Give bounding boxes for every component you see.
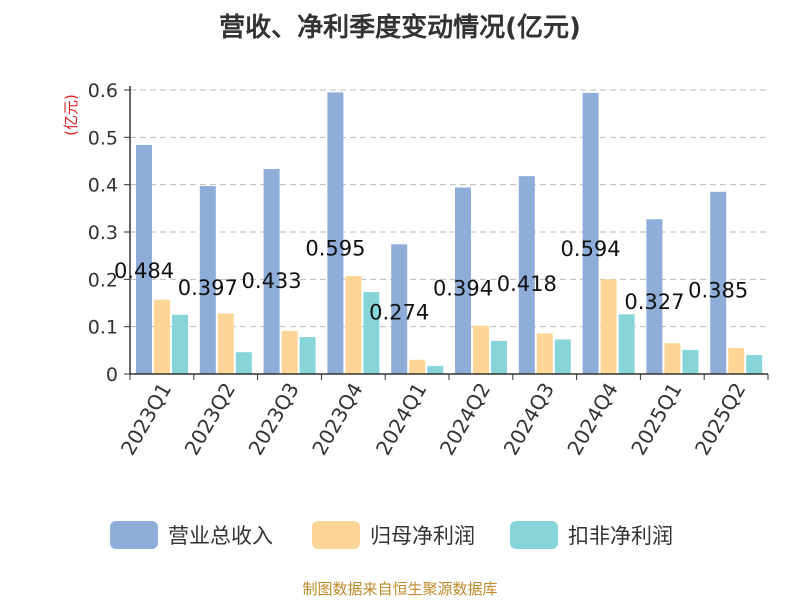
y-tick-label: 0.2 [88,269,118,291]
bar-2025Q1-s1 [664,343,681,374]
bar-2023Q2-s0 [199,186,216,374]
bar-2025Q1-s0 [646,219,663,374]
bar-2024Q4-s1 [600,279,617,374]
y-tick-label: 0.1 [88,317,118,339]
legend-label: 营业总收入 [168,524,273,548]
x-tick-label: 2024Q4 [562,379,622,460]
data-label-2023Q1: 0.484 [114,259,174,283]
x-tick-label: 2023Q1 [116,379,176,460]
x-tick-label: 2023Q2 [180,379,240,460]
data-label-2025Q1: 0.327 [624,290,684,314]
bar-2023Q3-s2 [299,337,316,374]
bar-2023Q1-s2 [172,314,188,374]
bar-2024Q2-s1 [473,325,489,374]
source-note: 制图数据来自恒生聚源数据库 [302,580,498,598]
x-tick-label: 2025Q2 [690,379,750,460]
y-tick-label: 0.5 [88,127,118,149]
data-label-2024Q4: 0.594 [561,237,621,261]
data-label-2023Q2: 0.397 [178,276,238,300]
bar-2024Q4-s2 [618,314,635,374]
bar-2025Q2-s0 [710,191,727,374]
y-axis: 0 0.1 0.2 0.3 0.4 0.5 0.6 [88,80,131,386]
bar-2023Q2-s1 [217,313,234,374]
bar-2024Q3-s0 [518,176,535,374]
bar-2024Q4-s0 [582,92,599,374]
bar-2023Q2-s2 [235,352,252,374]
bar-2024Q3-s2 [554,339,571,374]
y-tick-label: 0.6 [88,80,118,102]
legend-swatch [312,521,360,549]
bar-2023Q4-s1 [345,276,362,374]
bar-2025Q2-s1 [728,347,745,374]
x-tick-label: 2025Q1 [626,379,686,460]
data-label-2023Q3: 0.433 [242,269,302,293]
legend-swatch [110,521,158,549]
data-label-2023Q4: 0.595 [305,237,365,261]
bar-2025Q1-s2 [682,349,699,374]
bars [136,92,763,374]
bar-2024Q1-s0 [391,244,408,374]
bar-2023Q4-s2 [363,292,380,374]
y-axis-label: (亿元) [62,94,80,136]
y-tick-label: 0.3 [88,222,118,244]
bar-2024Q1-s2 [427,365,444,374]
data-label-2024Q1: 0.274 [369,301,429,325]
data-label-2025Q2: 0.385 [688,278,748,302]
x-tick-label: 2024Q2 [435,379,495,460]
x-tick-label: 2023Q3 [243,379,303,460]
y-tick-label: 0 [106,364,118,386]
bar-2023Q1-s0 [136,144,152,374]
x-tick-label: 2023Q4 [307,379,367,460]
bar-2024Q2-s2 [491,340,507,374]
bar-2023Q3-s0 [263,169,280,374]
bar-2024Q2-s0 [455,187,471,374]
data-label-2024Q3: 0.418 [497,272,557,296]
x-tick-label: 2024Q1 [371,379,431,460]
bar-2023Q1-s1 [154,299,170,374]
legend: 营业总收入 归母净利润 扣非净利润 [110,521,673,549]
legend-label: 扣非净利润 [568,524,673,548]
data-label-2024Q2: 0.394 [433,277,493,301]
bar-2023Q4-s0 [327,92,344,374]
x-axis: 2023Q1 2023Q2 2023Q3 2023Q4 2024Q1 2024Q2 2024… [116,373,769,460]
x-tick-label: 2024Q3 [499,379,559,460]
bar-2023Q3-s1 [281,330,298,374]
chart-title: 营收、净利季度变动情况(亿元) [219,12,581,43]
bar-2024Q1-s1 [409,359,426,374]
bar-2024Q3-s1 [536,333,553,374]
bar-2025Q2-s2 [746,355,763,374]
y-tick-label: 0.4 [88,175,118,197]
legend-label: 归母净利润 [370,524,475,548]
legend-swatch [510,521,558,549]
